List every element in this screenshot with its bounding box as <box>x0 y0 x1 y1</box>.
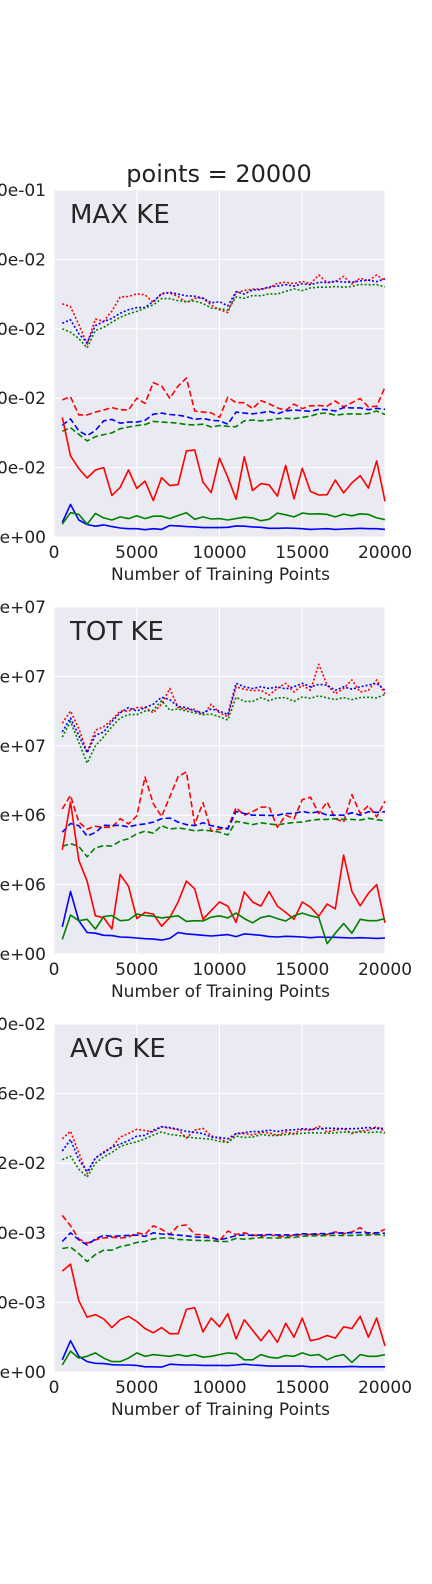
series-line-0 <box>61 1125 386 1175</box>
series-line-2 <box>61 693 386 764</box>
series-line-0 <box>61 663 386 754</box>
x-tick-label: 20000 <box>358 543 412 563</box>
series-line-0 <box>62 274 386 345</box>
series-line-2 <box>61 1131 386 1178</box>
x-tick-label: 15000 <box>275 543 329 563</box>
subplot-0: 0 5000 10000 15000 20000 0e+00 0e-02 0e-02 0e-02… <box>0 181 412 585</box>
series-line-7 <box>61 1339 385 1368</box>
y-tick-label: 0e+06 <box>0 806 46 826</box>
panel-label: TOT KE <box>69 617 164 647</box>
figure-title: points = 20000 <box>126 160 311 188</box>
y-tick-label: 0e+00 <box>0 1363 46 1383</box>
series-line-7 <box>61 503 386 531</box>
series-line-3 <box>61 770 386 833</box>
x-axis-label: Number of Training Points <box>111 565 330 585</box>
series-line-5 <box>61 410 386 442</box>
series-line-4 <box>61 406 386 437</box>
x-tick-label: 20000 <box>358 960 412 980</box>
x-tick-label: 20000 <box>358 1378 412 1398</box>
subplot-2: 0 5000 10000 15000 20000 0e+00 0e-03 0e-03 2e-02… <box>0 1015 412 1420</box>
series-line-8 <box>61 511 386 526</box>
y-tick-label: 0e+00 <box>0 945 46 965</box>
y-tick-label: 0e-02 <box>0 320 46 340</box>
x-tick-label: 15000 <box>275 960 329 980</box>
subplot-1: 0 5000 10000 15000 20000 0e+00 0e+06 0e+06 2e+07… <box>0 598 412 1002</box>
y-tick-label: 0e-03 <box>0 1293 46 1313</box>
x-tick-label: 0 <box>49 543 60 563</box>
series-line-8 <box>61 1350 386 1366</box>
series-line-8 <box>61 912 386 945</box>
series-line-6 <box>61 801 386 930</box>
series-line-4 <box>61 810 386 837</box>
y-tick-label: 0e+06 <box>0 876 46 896</box>
x-tick-label: 0 <box>49 960 60 980</box>
x-tick-label: 10000 <box>192 1378 246 1398</box>
y-tick-label: 2e-02 <box>0 1154 46 1174</box>
series-line-6 <box>61 417 386 502</box>
series-line-3 <box>61 1214 386 1244</box>
x-tick-label: 5000 <box>115 543 158 563</box>
x-axis-label: Number of Training Points <box>111 982 330 1002</box>
y-tick-label: 0e-02 <box>0 459 46 479</box>
y-tick-label: 0e+00 <box>0 528 46 548</box>
series-line-5 <box>62 817 386 858</box>
x-tick-label: 15000 <box>275 1378 329 1398</box>
series-line-4 <box>61 1231 386 1246</box>
y-tick-label: 6e+07 <box>0 667 46 687</box>
x-tick-label: 5000 <box>115 960 158 980</box>
y-tick-label: 0e+07 <box>0 598 46 618</box>
y-tick-label: 0e-01 <box>0 181 46 201</box>
y-tick-label: 0e-02 <box>0 1015 46 1035</box>
y-tick-label: 0e-03 <box>0 1224 46 1244</box>
x-tick-label: 10000 <box>192 960 246 980</box>
series-line-5 <box>62 1233 386 1263</box>
panel-label: MAX KE <box>70 200 170 230</box>
series-line-2 <box>61 283 386 349</box>
y-tick-label: 2e+07 <box>0 737 46 757</box>
y-tick-label: 0e-02 <box>0 389 46 409</box>
y-tick-label: 0e-02 <box>0 250 46 270</box>
series-line-3 <box>62 377 386 419</box>
panel-label: AVG KE <box>70 1034 166 1064</box>
x-tick-label: 5000 <box>115 1378 158 1398</box>
series-line-1 <box>61 1125 386 1173</box>
series-line-6 <box>61 1263 386 1347</box>
x-tick-label: 10000 <box>192 543 246 563</box>
x-tick-label: 0 <box>49 1378 60 1398</box>
x-axis-label: Number of Training Points <box>111 1400 330 1420</box>
y-tick-label: 6e-02 <box>0 1085 46 1105</box>
